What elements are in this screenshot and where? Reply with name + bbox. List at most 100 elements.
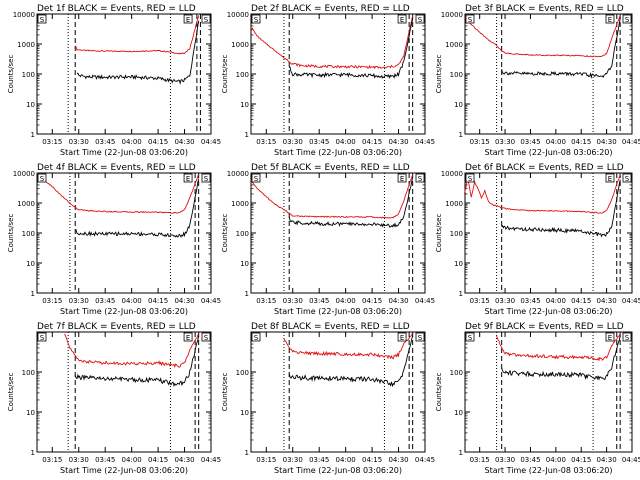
- x-tick-label: 04:45: [622, 456, 640, 464]
- y-tick-label: 10000: [13, 11, 35, 19]
- x-tick-label: 04:00: [546, 456, 566, 464]
- y-tick-label: 10000: [227, 170, 249, 178]
- x-tick-label: 03:30: [69, 138, 89, 146]
- corner-marker-box: [397, 14, 407, 24]
- x-tick-label: 04:15: [148, 138, 168, 146]
- y-axis-label: Counts/sec: [435, 214, 443, 253]
- corner-marker-label: E: [400, 175, 404, 183]
- x-tick-label: 03:45: [95, 456, 115, 464]
- x-tick-label: 03:15: [470, 456, 490, 464]
- y-axis-label: Counts/sec: [7, 55, 15, 94]
- y-tick-label: 10000: [441, 170, 463, 178]
- corner-marker-box: [415, 14, 425, 24]
- x-axis-label: Start Time (22-Jun-08 03:06:20): [274, 466, 402, 475]
- corner-marker-box: [251, 332, 261, 342]
- y-tick-label: 100: [22, 71, 35, 79]
- x-tick-label: 04:00: [122, 456, 142, 464]
- x-tick-label: 03:45: [520, 456, 540, 464]
- corner-marker-label: S: [468, 16, 473, 24]
- y-tick-label: 1: [245, 131, 249, 139]
- y-tick-label: 100: [236, 369, 249, 377]
- x-tick-label: 04:15: [362, 456, 382, 464]
- x-axis-label: Start Time (22-Jun-08 03:06:20): [274, 148, 402, 157]
- corner-marker-box: [465, 332, 475, 342]
- x-tick-label: 03:30: [283, 456, 303, 464]
- corner-marker-label: S: [204, 16, 209, 24]
- y-tick-label: 10: [26, 101, 35, 109]
- x-tick-label: 03:45: [520, 297, 540, 305]
- corner-marker-label: S: [418, 334, 423, 342]
- corner-marker-label: S: [254, 175, 259, 183]
- x-axis-label: Start Time (22-Jun-08 03:06:20): [485, 148, 613, 157]
- plot-frame: [250, 331, 426, 453]
- chart-panel: Det 4f BLACK = Events, RED = LLD Counts/s…: [7, 163, 221, 316]
- corner-marker-box: [183, 332, 193, 342]
- x-tick-label: 04:15: [148, 297, 168, 305]
- y-tick-label: 10: [26, 409, 35, 417]
- x-tick-label: 03:45: [309, 297, 329, 305]
- corner-marker-label: S: [468, 175, 473, 183]
- chart-panel: Det 2f BLACK = Events, RED = LLD Counts/s…: [221, 4, 435, 157]
- y-tick-label: 1000: [231, 200, 249, 208]
- x-tick-label: 04:15: [362, 297, 382, 305]
- corner-marker-box: [605, 332, 615, 342]
- x-axis-label: Start Time (22-Jun-08 03:06:20): [60, 148, 188, 157]
- corner-marker-box: [251, 173, 261, 183]
- corner-marker-box: [622, 332, 632, 342]
- x-tick-label: 04:00: [122, 138, 142, 146]
- x-tick-label: 03:15: [470, 138, 490, 146]
- x-axis-label: Start Time (22-Jun-08 03:06:20): [60, 307, 188, 316]
- y-axis-label: Counts/sec: [221, 55, 229, 94]
- corner-marker-box: [183, 14, 193, 24]
- y-tick-label: 1000: [231, 41, 249, 49]
- x-tick-label: 03:45: [309, 456, 329, 464]
- y-tick-label: 10: [240, 260, 249, 268]
- x-tick-label: 04:15: [571, 456, 591, 464]
- x-tick-label: 03:30: [495, 138, 515, 146]
- y-tick-label: 10: [240, 101, 249, 109]
- x-tick-label: 04:45: [415, 297, 435, 305]
- corner-marker-box: [183, 173, 193, 183]
- x-tick-label: 04:45: [201, 297, 221, 305]
- x-tick-label: 04:30: [174, 138, 194, 146]
- x-tick-label: 03:15: [42, 138, 62, 146]
- y-tick-label: 100: [22, 230, 35, 238]
- y-tick-label: 100: [450, 230, 463, 238]
- lld-series-line: [36, 172, 200, 214]
- y-tick-label: 100: [236, 71, 249, 79]
- y-tick-label: 1: [245, 449, 249, 457]
- x-tick-label: 04:30: [597, 456, 617, 464]
- chart-panel: Det 8f BLACK = Events, RED = LLD Counts/s…: [221, 322, 435, 475]
- corner-marker-box: [622, 14, 632, 24]
- plot-frame: [250, 172, 426, 294]
- events-series-line: [501, 179, 621, 238]
- y-tick-label: 10: [26, 260, 35, 268]
- x-axis-label: Start Time (22-Jun-08 03:06:20): [274, 307, 402, 316]
- corner-marker-box: [397, 173, 407, 183]
- corner-marker-box: [201, 14, 211, 24]
- corner-marker-label: S: [40, 175, 45, 183]
- chart-panel: Det 7f BLACK = Events, RED = LLD Counts/s…: [7, 322, 221, 475]
- x-tick-label: 04:30: [174, 456, 194, 464]
- x-tick-label: 03:30: [283, 138, 303, 146]
- x-tick-label: 04:15: [571, 138, 591, 146]
- x-tick-label: 04:45: [622, 297, 640, 305]
- chart-panel: Det 3f BLACK = Events, RED = LLD Counts/s…: [435, 4, 640, 157]
- x-tick-label: 04:30: [388, 138, 408, 146]
- y-tick-label: 100: [236, 230, 249, 238]
- x-tick-label: 04:00: [336, 138, 356, 146]
- chart-title: Det 3f BLACK = Events, RED = LLD: [465, 4, 624, 14]
- events-series-line: [501, 18, 621, 79]
- chart-panel: Det 5f BLACK = Events, RED = LLD Counts/s…: [221, 163, 435, 316]
- x-axis-label: Start Time (22-Jun-08 03:06:20): [60, 466, 188, 475]
- y-tick-label: 100: [22, 369, 35, 377]
- corner-marker-box: [415, 332, 425, 342]
- x-tick-label: 03:30: [69, 456, 89, 464]
- y-tick-label: 1000: [445, 41, 463, 49]
- y-tick-label: 10000: [227, 11, 249, 19]
- chart-title: Det 9f BLACK = Events, RED = LLD: [465, 322, 624, 332]
- x-tick-label: 03:15: [256, 138, 276, 146]
- x-tick-label: 04:00: [336, 297, 356, 305]
- corner-marker-label: E: [400, 16, 404, 24]
